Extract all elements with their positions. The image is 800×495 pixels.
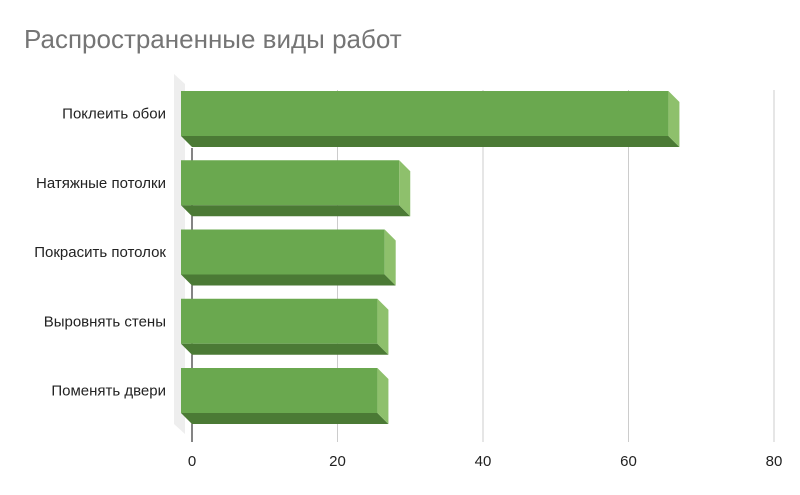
- x-tick-label: 0: [188, 453, 196, 470]
- bar: [181, 160, 411, 217]
- category-label: Натяжные потолки: [36, 175, 166, 192]
- category-label: Поменять двери: [51, 383, 166, 400]
- bar-side-face: [377, 368, 389, 424]
- x-tick-label: 80: [766, 453, 783, 470]
- bar: [181, 368, 389, 424]
- x-tick-label: 20: [329, 453, 346, 470]
- bar-bottom-face: [181, 205, 411, 217]
- x-tick-label: 40: [475, 453, 492, 470]
- bar-bottom-face: [181, 274, 396, 286]
- bar: [181, 229, 396, 286]
- category-label: Поклеить обои: [62, 106, 166, 123]
- bar: [181, 298, 389, 355]
- bar: [181, 91, 680, 147]
- category-label: Покрасить потолок: [34, 244, 166, 261]
- category-label: Выровнять стены: [44, 313, 166, 330]
- x-tick-label: 60: [620, 453, 637, 470]
- bar-side-face: [377, 298, 389, 355]
- bar-side-face: [399, 160, 411, 217]
- bar-side-face: [384, 229, 396, 286]
- bar-front: [181, 368, 378, 413]
- bar-bottom-face: [181, 136, 680, 147]
- bar-front: [181, 298, 378, 344]
- chart-title: Распространенные виды работ: [24, 24, 402, 54]
- bar-bottom-face: [181, 343, 389, 355]
- bar-front: [181, 229, 385, 275]
- bar-side-face: [668, 91, 680, 147]
- bar-front: [181, 160, 400, 206]
- bar-bottom-face: [181, 413, 389, 424]
- bar-front: [181, 91, 669, 136]
